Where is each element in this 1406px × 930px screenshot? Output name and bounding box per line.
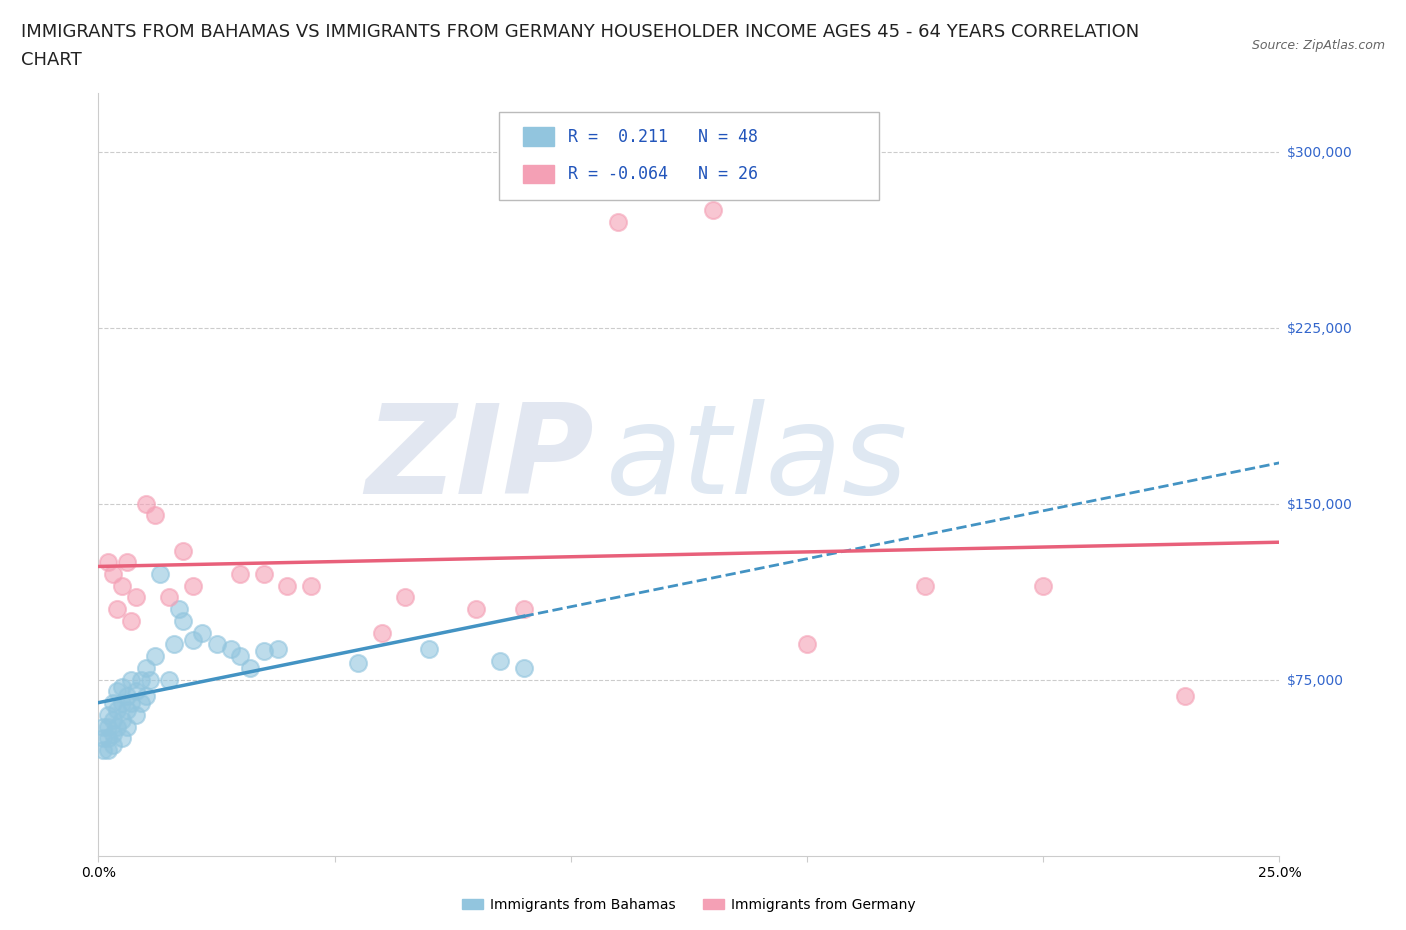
Point bbox=[105, 719, 128, 734]
Point bbox=[465, 602, 488, 617]
Point bbox=[101, 726, 124, 741]
Point bbox=[512, 660, 534, 675]
Point bbox=[796, 637, 818, 652]
Point bbox=[91, 742, 114, 757]
Point bbox=[97, 555, 120, 570]
Point bbox=[205, 637, 228, 652]
Point bbox=[115, 555, 138, 570]
Point bbox=[125, 684, 148, 698]
Point bbox=[167, 602, 190, 617]
Point bbox=[97, 719, 120, 734]
Point bbox=[149, 566, 172, 581]
Point bbox=[111, 712, 134, 727]
Point bbox=[105, 602, 128, 617]
Point bbox=[101, 737, 124, 752]
Point bbox=[105, 684, 128, 698]
Point bbox=[97, 742, 120, 757]
Point bbox=[135, 688, 157, 703]
Point bbox=[157, 590, 180, 604]
Point bbox=[163, 637, 186, 652]
Point bbox=[229, 566, 252, 581]
Point bbox=[276, 578, 298, 593]
Point bbox=[157, 672, 180, 687]
Point bbox=[91, 719, 114, 734]
Point bbox=[115, 688, 138, 703]
Point bbox=[418, 642, 440, 657]
Point bbox=[101, 696, 124, 711]
Point bbox=[111, 679, 134, 694]
Text: R =  0.211   N = 48: R = 0.211 N = 48 bbox=[568, 127, 758, 146]
Point bbox=[115, 719, 138, 734]
Point bbox=[1032, 578, 1054, 593]
Point bbox=[172, 543, 194, 558]
Point bbox=[121, 696, 143, 711]
Point bbox=[181, 578, 204, 593]
Point bbox=[607, 215, 630, 230]
Text: atlas: atlas bbox=[606, 399, 908, 520]
Point bbox=[239, 660, 262, 675]
Point bbox=[135, 497, 157, 512]
Point bbox=[219, 642, 242, 657]
Point bbox=[489, 654, 512, 669]
Text: CHART: CHART bbox=[21, 51, 82, 69]
Point bbox=[191, 625, 214, 640]
Point bbox=[91, 731, 114, 746]
Point bbox=[125, 590, 148, 604]
Point bbox=[1174, 688, 1197, 703]
Point bbox=[267, 642, 290, 657]
Point bbox=[253, 566, 276, 581]
Point bbox=[129, 696, 152, 711]
Point bbox=[129, 672, 152, 687]
Point bbox=[97, 731, 120, 746]
Point bbox=[512, 602, 534, 617]
Point bbox=[253, 644, 276, 658]
Point bbox=[111, 696, 134, 711]
Point bbox=[143, 649, 166, 664]
Point bbox=[371, 625, 394, 640]
Point bbox=[347, 656, 370, 671]
Point bbox=[101, 712, 124, 727]
Point bbox=[181, 632, 204, 647]
Point bbox=[914, 578, 936, 593]
Point bbox=[97, 708, 120, 723]
Point bbox=[101, 566, 124, 581]
Text: ZIP: ZIP bbox=[366, 399, 595, 520]
Point bbox=[143, 508, 166, 523]
Point bbox=[135, 660, 157, 675]
Text: Source: ZipAtlas.com: Source: ZipAtlas.com bbox=[1251, 39, 1385, 52]
Point bbox=[702, 203, 724, 218]
Point bbox=[125, 708, 148, 723]
Legend: Immigrants from Bahamas, Immigrants from Germany: Immigrants from Bahamas, Immigrants from… bbox=[457, 892, 921, 917]
Text: IMMIGRANTS FROM BAHAMAS VS IMMIGRANTS FROM GERMANY HOUSEHOLDER INCOME AGES 45 - : IMMIGRANTS FROM BAHAMAS VS IMMIGRANTS FR… bbox=[21, 23, 1139, 41]
Point bbox=[121, 614, 143, 629]
Point bbox=[139, 672, 162, 687]
Text: R = -0.064   N = 26: R = -0.064 N = 26 bbox=[568, 165, 758, 183]
Point bbox=[394, 590, 416, 604]
Point bbox=[105, 703, 128, 718]
Point bbox=[111, 578, 134, 593]
Point bbox=[115, 703, 138, 718]
Point bbox=[299, 578, 322, 593]
Point bbox=[111, 731, 134, 746]
Point bbox=[229, 649, 252, 664]
Point bbox=[172, 614, 194, 629]
Point bbox=[121, 672, 143, 687]
